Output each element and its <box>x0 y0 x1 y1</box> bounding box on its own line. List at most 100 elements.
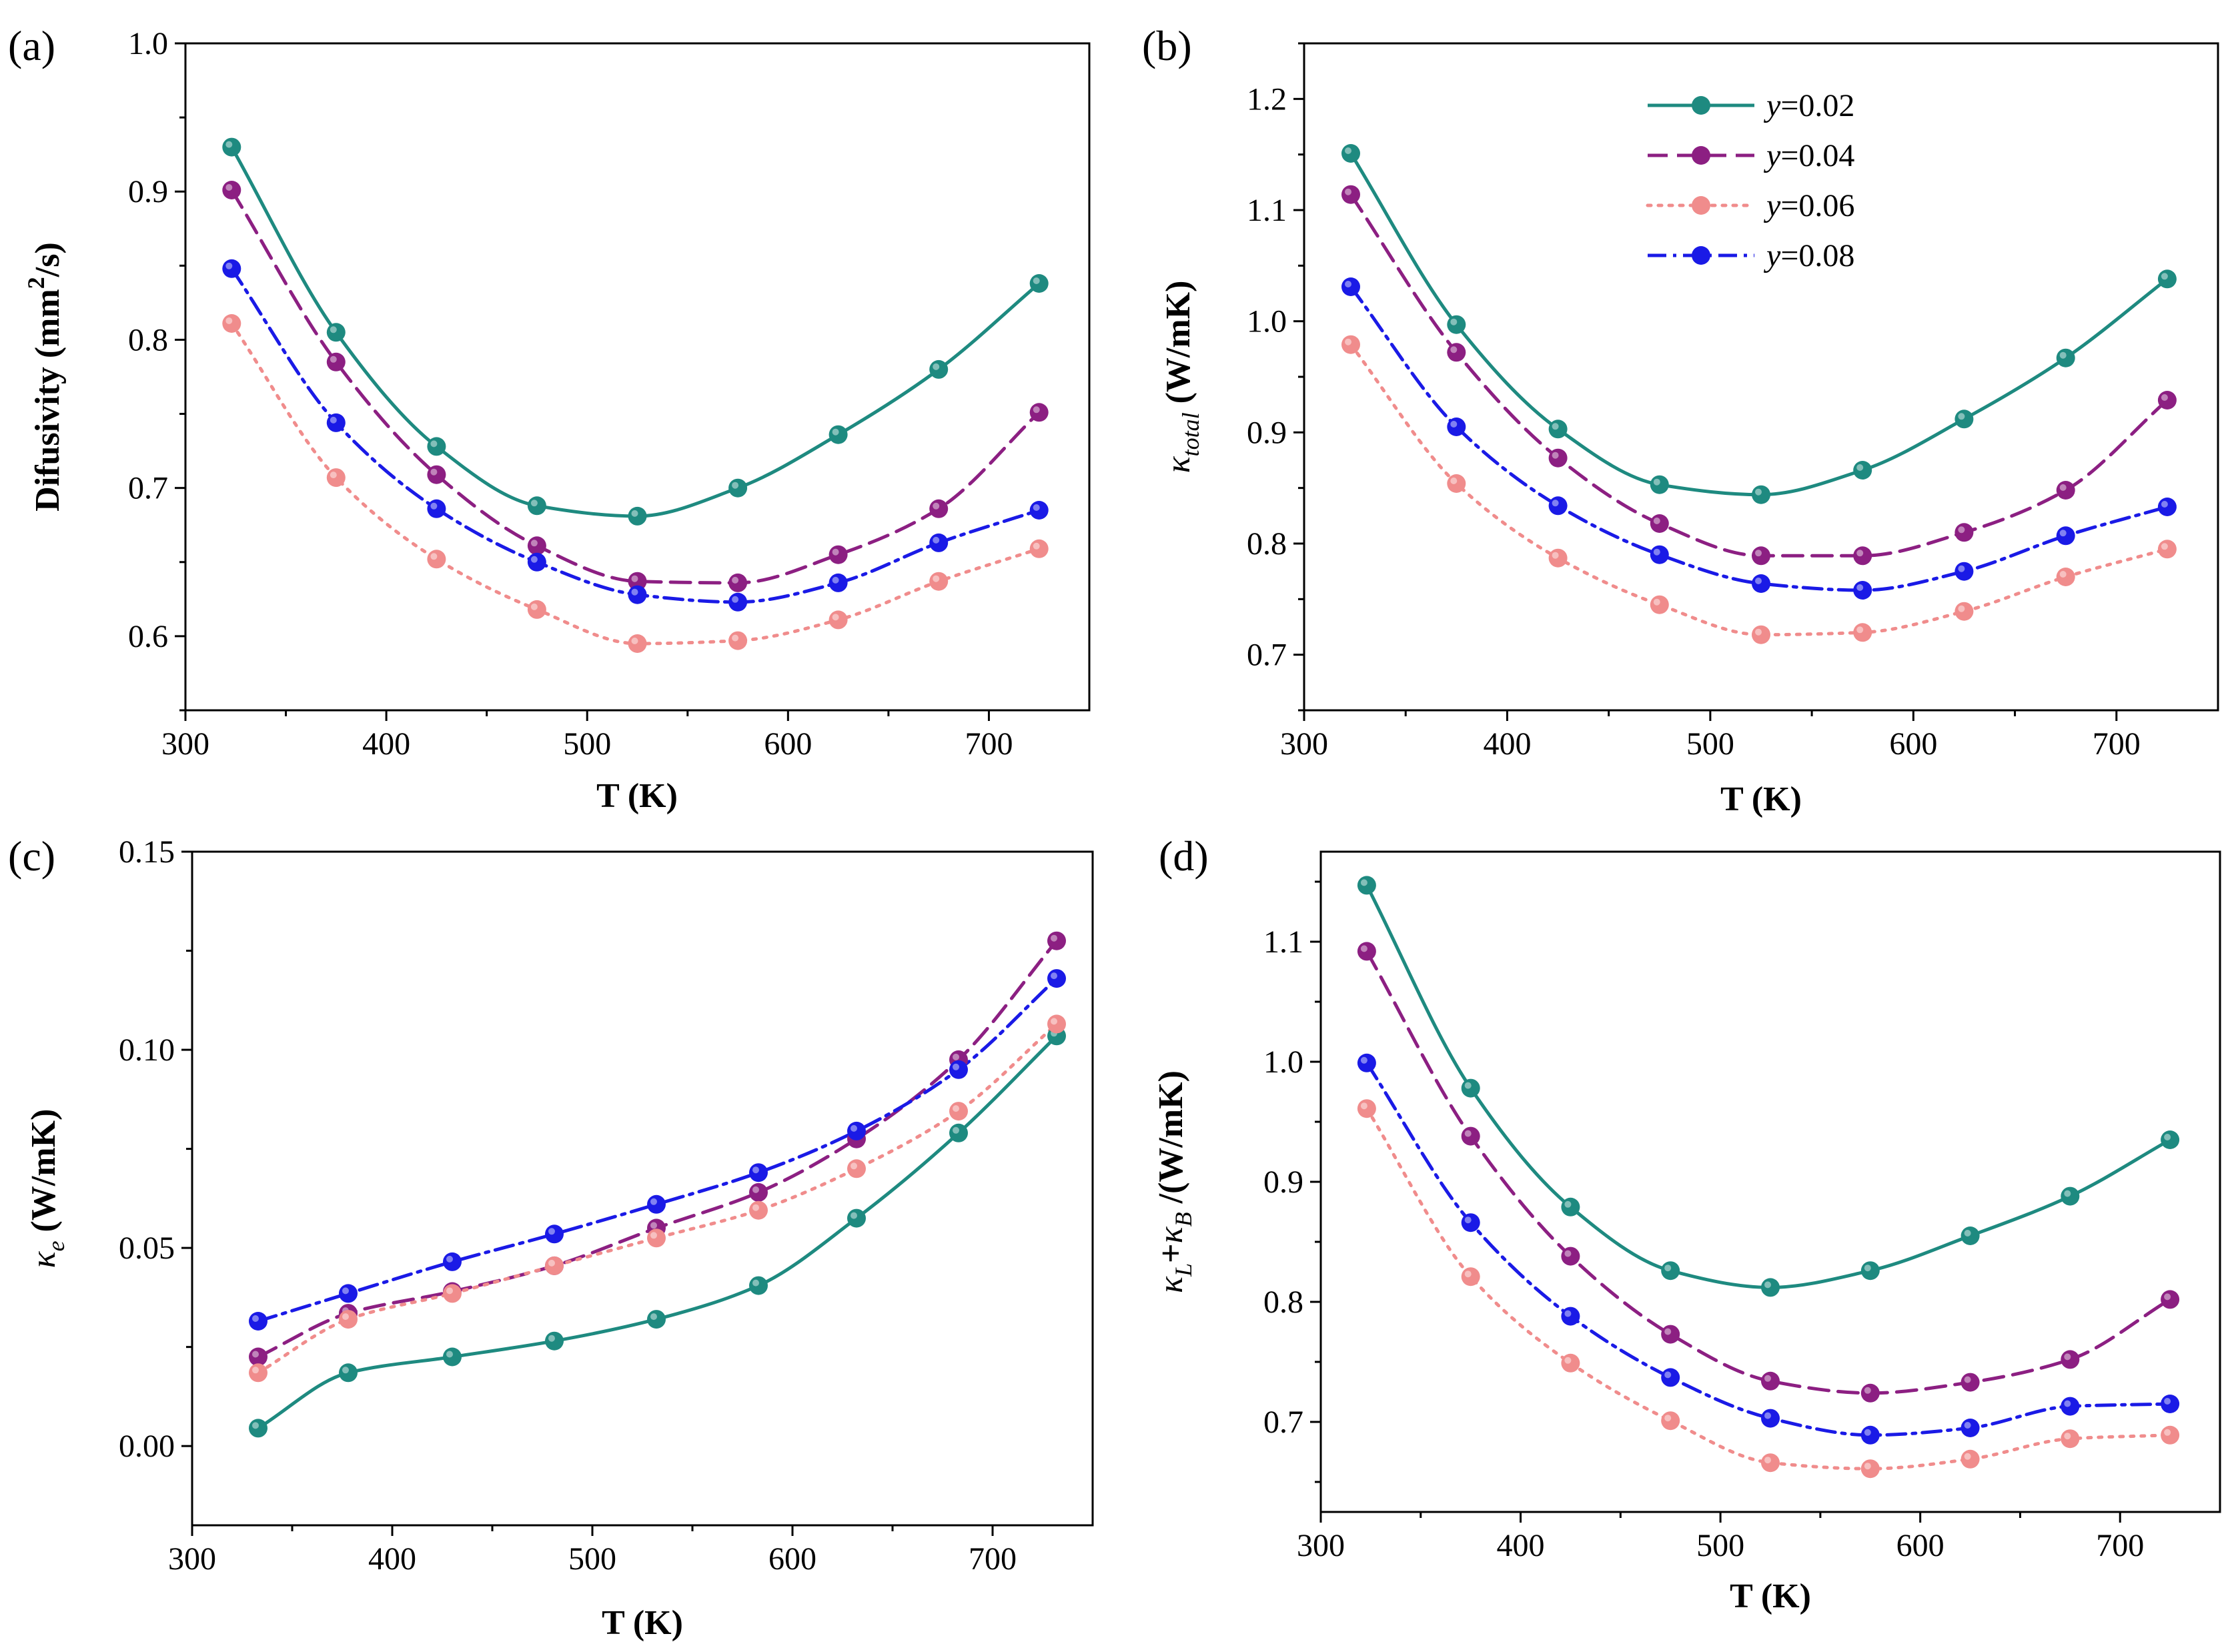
data-point <box>2161 1395 2180 1413</box>
x-tick-label: 700 <box>2096 1528 2144 1563</box>
panel-d: (d) T (K) κL+κB /(W/mK) 300 400 500 600 7000… <box>1152 832 2221 1615</box>
data-point-highlight <box>1051 1018 1057 1025</box>
legend-label: y=0.02 <box>1763 88 1854 123</box>
data-point <box>1961 1449 1980 1469</box>
series-line <box>256 976 1059 1323</box>
series-line <box>1365 1061 2172 1437</box>
data-point-highlight <box>752 1204 759 1211</box>
data-point-highlight <box>1564 1250 1572 1257</box>
data-point-highlight <box>1552 423 1559 430</box>
x-tick-label: 500 <box>563 726 611 762</box>
data-point-highlight <box>1464 1130 1472 1137</box>
data-point-highlight <box>631 575 638 582</box>
x-tick-label: 300 <box>161 726 209 762</box>
data-point-highlight <box>832 548 839 556</box>
data-point <box>1561 1307 1580 1326</box>
legend-label: y=0.08 <box>1763 238 1854 273</box>
data-point-highlight <box>1958 526 1965 534</box>
data-point-highlight <box>631 588 638 596</box>
data-point-highlight <box>631 638 638 644</box>
data-point-highlight <box>1564 1357 1572 1364</box>
data-point <box>647 1310 666 1329</box>
data-point <box>339 1310 358 1329</box>
y-axis-title-main: Difusivity (mm <box>29 289 67 512</box>
data-point-highlight <box>650 1198 657 1205</box>
data-point-highlight <box>1345 338 1351 345</box>
curves <box>256 939 1059 1430</box>
data-point-highlight <box>851 1162 857 1170</box>
data-point <box>1650 514 1669 533</box>
data-point-highlight <box>1552 500 1559 507</box>
y-tick-label: 0.9 <box>1247 415 1287 450</box>
data-point <box>1853 623 1872 642</box>
data-point-highlight <box>252 1351 259 1358</box>
data-point <box>1341 144 1360 163</box>
data-point-highlight <box>1664 1371 1672 1379</box>
data-point-highlight <box>732 634 739 642</box>
legend-value: =0.04 <box>1780 138 1854 173</box>
y-axis-title: Difusivity (mm2/s) <box>23 242 67 512</box>
data-point <box>1548 548 1568 568</box>
data-point-highlight <box>530 500 538 507</box>
y-axis-title: κtotal (W/mK) <box>1159 281 1204 474</box>
data-point-highlight <box>330 326 337 333</box>
plot-frame <box>191 850 1094 1527</box>
y-tick-label: 0.7 <box>128 471 168 506</box>
data-point-highlight <box>752 1166 759 1174</box>
data-point <box>1853 546 1872 566</box>
data-point <box>1961 1373 1980 1392</box>
data-point-highlight <box>1764 1375 1771 1382</box>
y-axis-title-sub-l: L <box>1170 1263 1197 1277</box>
data-point-highlight <box>1033 277 1040 284</box>
data-point <box>222 137 241 157</box>
data-point <box>326 352 346 371</box>
y-tick-label: 0.8 <box>1247 526 1287 562</box>
y-axis-title-tail: (W/mK) <box>25 1109 63 1241</box>
data-point-highlight <box>2064 1353 2071 1361</box>
data-point-highlight <box>1033 406 1040 414</box>
data-point <box>847 1159 866 1178</box>
x-axis-title: T (K) <box>1720 780 1802 818</box>
series-line <box>1349 151 2169 497</box>
data-point <box>929 359 949 379</box>
y-axis-title-tail: /(W/mK) <box>1152 1070 1190 1212</box>
data-point <box>2161 1290 2180 1309</box>
y-tick-label: 0.15 <box>119 834 175 870</box>
data-point-highlight <box>330 472 337 479</box>
data-point-highlight <box>342 1313 349 1321</box>
data-point-highlight <box>1664 1328 1672 1335</box>
data-point-highlight <box>1764 1412 1771 1419</box>
data-point-highlight <box>446 1287 453 1295</box>
data-point <box>1357 1053 1376 1072</box>
data-point <box>1447 315 1466 334</box>
y-tick-label: 1.2 <box>1247 81 1287 117</box>
y-axis-title-kappa: κ <box>25 1251 63 1268</box>
data-point-highlight <box>1664 1415 1672 1422</box>
data-point <box>1461 1213 1480 1232</box>
x-tick-label: 300 <box>168 1541 216 1577</box>
data-point <box>2157 540 2177 559</box>
panel-label: (b) <box>1142 22 1192 69</box>
y-axis-title-tail: /s) <box>29 242 67 277</box>
data-point-highlight <box>1856 584 1864 591</box>
data-point-highlight <box>2059 571 2067 578</box>
y-tick-label: 0.8 <box>1263 1285 1303 1320</box>
data-point-highlight <box>1345 188 1351 195</box>
data-point-highlight <box>1958 565 1965 572</box>
data-point <box>1661 1411 1680 1431</box>
data-point <box>339 1363 358 1383</box>
y-tick-label: 1.0 <box>1263 1044 1303 1080</box>
data-point-highlight <box>225 317 233 324</box>
data-point <box>1661 1325 1680 1344</box>
data-point-highlight <box>1653 518 1660 524</box>
legend-entry: y=0.04 <box>1648 138 1854 173</box>
data-point-highlight <box>446 1255 453 1263</box>
data-point-highlight <box>252 1315 259 1322</box>
data-point <box>749 1163 768 1182</box>
series-line <box>229 145 1041 518</box>
data-point-highlight <box>1464 1216 1472 1224</box>
x-tick-label: 600 <box>1889 726 1937 762</box>
data-point <box>249 1347 267 1367</box>
data-point <box>545 1331 564 1351</box>
data-point <box>2161 1130 2180 1149</box>
